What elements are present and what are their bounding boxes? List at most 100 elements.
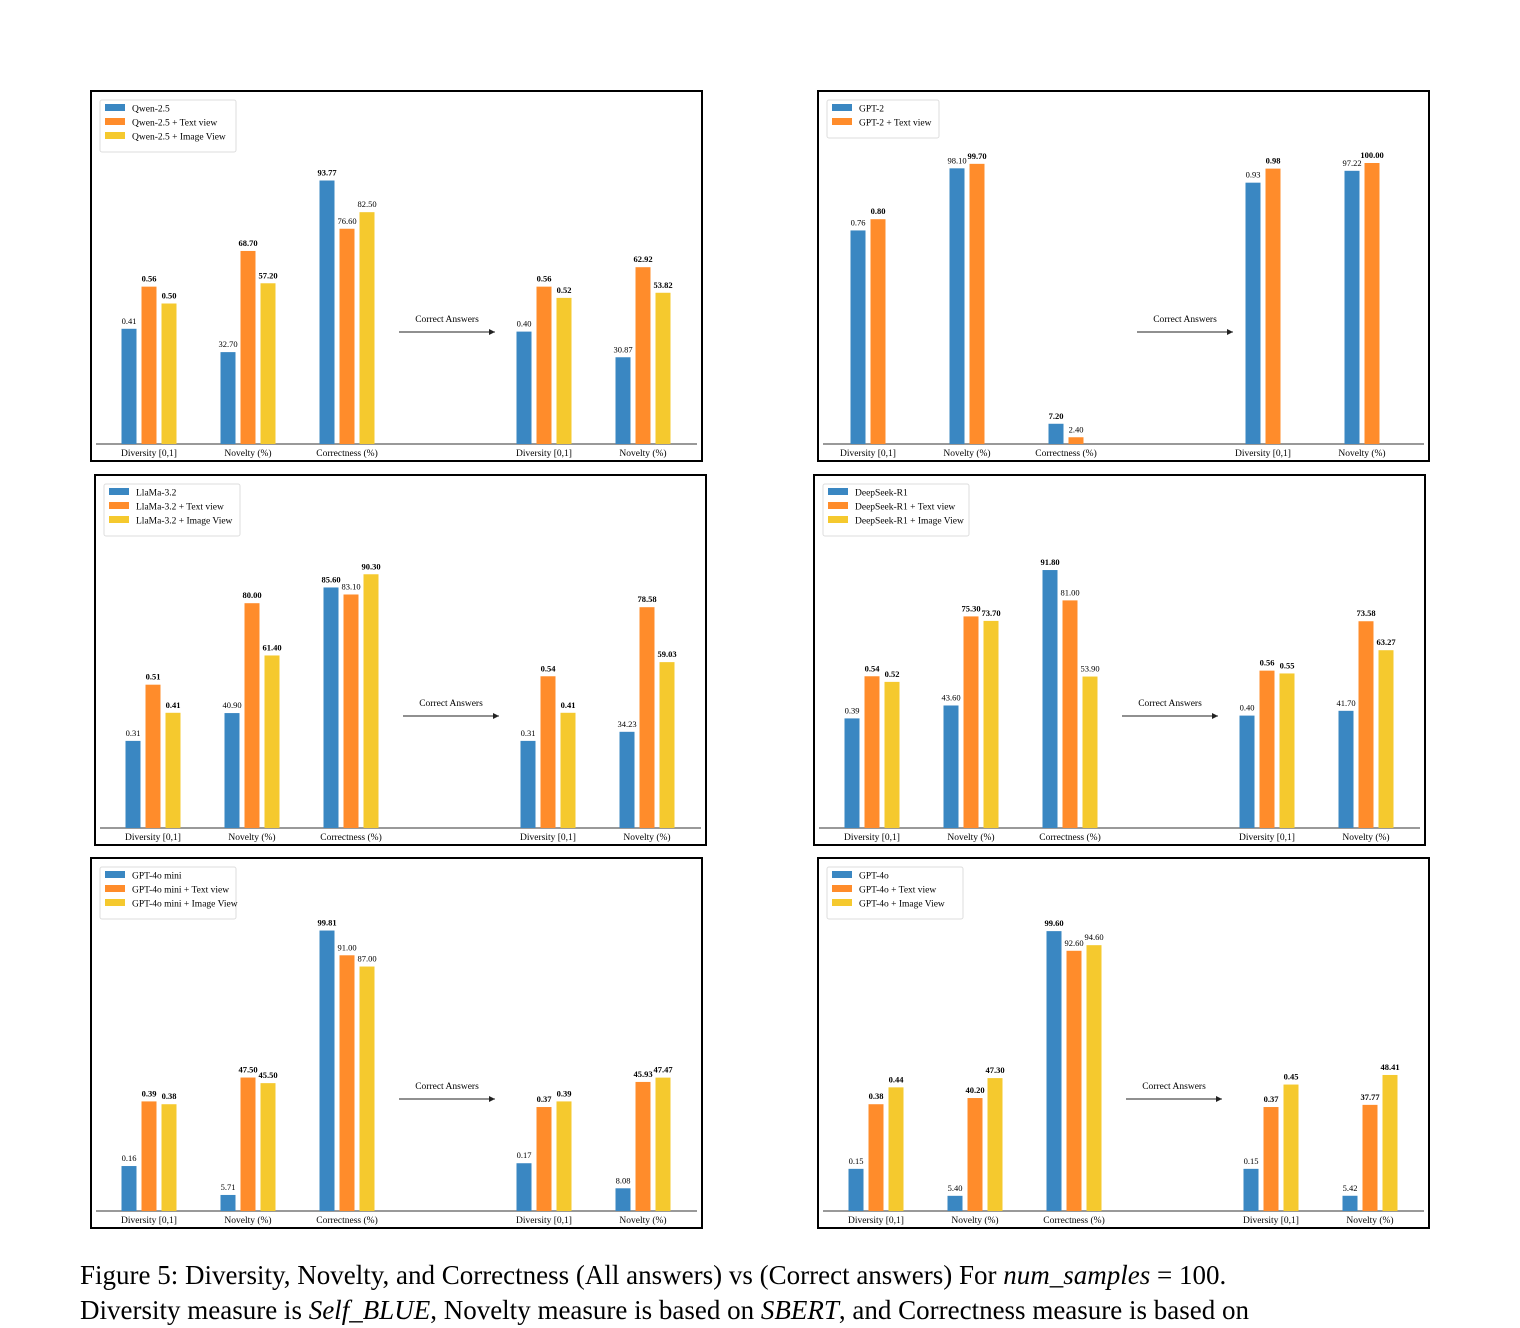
data-label: 0.16 — [122, 1153, 137, 1163]
bar — [1239, 715, 1255, 828]
legend-entry: GPT-2 + Text view — [859, 119, 932, 129]
bar — [125, 740, 141, 828]
data-label: 40.90 — [222, 700, 241, 710]
data-label: 0.38 — [162, 1091, 177, 1101]
bar — [516, 331, 532, 444]
legend-swatch — [109, 516, 129, 523]
bar — [359, 212, 375, 444]
bar — [1068, 437, 1084, 444]
data-label: 5.71 — [221, 1182, 236, 1192]
data-label: 0.39 — [142, 1088, 157, 1098]
data-label: 8.08 — [616, 1175, 631, 1185]
legend-entry: GPT-4o mini + Image View — [132, 900, 238, 910]
data-label: 53.82 — [653, 280, 672, 290]
x-tick-label: Novelty (%) — [619, 448, 666, 459]
data-label: 0.41 — [166, 700, 181, 710]
data-label: 90.30 — [361, 561, 380, 571]
bar — [639, 607, 655, 828]
x-tick-label: Correctness (%) — [316, 1215, 377, 1226]
data-label: 0.39 — [557, 1088, 572, 1098]
legend: LlaMa-3.2 LlaMa-3.2 + Text view LlaMa-3.2 … — [103, 483, 241, 537]
data-label: 47.47 — [653, 1065, 673, 1075]
data-label: 94.60 — [1084, 932, 1103, 942]
data-label: 45.50 — [258, 1070, 277, 1080]
x-tick-label: Diversity [0,1] — [848, 1216, 904, 1226]
data-label: 5.40 — [948, 1183, 963, 1193]
correct-answers-arrow: Correct Answers — [399, 1082, 495, 1102]
legend-box — [99, 866, 237, 920]
bar — [224, 713, 240, 828]
data-label: 62.92 — [633, 254, 652, 264]
legend-entry: GPT-4o + Text view — [859, 886, 936, 896]
bar — [655, 1077, 671, 1211]
legend-swatch — [828, 516, 848, 523]
legend: GPT-4o mini GPT-4o mini + Text view GPT-4o… — [99, 866, 238, 920]
bar-group: 34.23 78.58 59.03 — [617, 594, 677, 828]
chart-panel-deepseek: DeepSeek-R1 DeepSeek-R1 + Text view DeepSe… — [813, 474, 1426, 846]
caption-line-1: Figure 5: Diversity, Novelty, and Correc… — [80, 1260, 1227, 1290]
bar — [1362, 1104, 1378, 1211]
bar — [870, 219, 886, 444]
data-label: 0.31 — [126, 728, 141, 738]
bar — [240, 250, 256, 444]
chart-svg: DeepSeek-R1 DeepSeek-R1 + Text view DeepSe… — [819, 483, 1420, 843]
bar — [1048, 423, 1064, 444]
data-label: 0.38 — [869, 1091, 884, 1101]
data-label: 61.40 — [262, 642, 281, 652]
bar — [556, 297, 572, 444]
legend-swatch — [832, 104, 852, 111]
bar — [1344, 170, 1360, 444]
arrow-head — [493, 713, 499, 719]
bar — [319, 180, 335, 445]
data-label: 0.54 — [865, 663, 881, 673]
data-label: 0.55 — [1280, 660, 1295, 670]
legend: GPT-4o GPT-4o + Text view GPT-4o + Image V… — [826, 866, 964, 920]
arrow-head — [1212, 713, 1218, 719]
legend-entry: LlaMa-3.2 — [136, 489, 177, 499]
x-tick-label: Diversity [0,1] — [121, 1216, 177, 1226]
bar — [520, 740, 536, 828]
data-label: 0.39 — [845, 705, 860, 715]
bar-group: 5.42 37.77 48.41 — [1342, 1062, 1400, 1211]
correct-answers-arrow: Correct Answers — [399, 315, 495, 335]
data-label: 0.76 — [851, 217, 866, 227]
data-label: 99.60 — [1044, 918, 1063, 928]
bar — [1066, 950, 1082, 1211]
legend-box — [822, 483, 970, 537]
arrow-label: Correct Answers — [1153, 315, 1217, 325]
data-label: 2.40 — [1069, 424, 1084, 434]
data-label: 59.03 — [657, 649, 676, 659]
bar — [1245, 182, 1261, 445]
legend-box — [99, 99, 237, 153]
data-label: 0.56 — [537, 274, 552, 284]
legend-swatch — [105, 871, 125, 878]
bar — [556, 1101, 572, 1211]
legend-entry: GPT-4o + Image View — [859, 900, 945, 910]
bar — [359, 966, 375, 1211]
bar — [161, 303, 177, 444]
chart-panel-qwen: Qwen-2.5 Qwen-2.5 + Text view Qwen-2.5 + I… — [90, 90, 703, 462]
bar — [655, 292, 671, 444]
bar — [343, 594, 359, 828]
bar — [220, 352, 236, 444]
bar — [1378, 650, 1394, 828]
data-label: 0.51 — [146, 672, 161, 682]
bar-group: 0.15 0.38 0.44 — [848, 1074, 904, 1211]
data-label: 0.52 — [557, 285, 572, 295]
x-tick-label: Diversity [0,1] — [1239, 833, 1295, 843]
legend-swatch — [105, 118, 125, 125]
bar — [1342, 1195, 1358, 1211]
bar — [1082, 676, 1098, 828]
legend-entry: LlaMa-3.2 + Text view — [136, 503, 224, 513]
bar-group: 43.60 75.30 73.70 — [941, 603, 1001, 828]
x-tick-label: Correctness (%) — [320, 832, 381, 843]
bar — [240, 1077, 256, 1211]
legend-swatch — [105, 899, 125, 906]
legend-box — [826, 866, 964, 920]
bar — [165, 712, 181, 828]
bar-group: 0.93 0.98 — [1245, 156, 1281, 445]
x-tick-label: Diversity [0,1] — [516, 1216, 572, 1226]
bar — [1265, 168, 1281, 444]
bar — [1279, 673, 1295, 828]
